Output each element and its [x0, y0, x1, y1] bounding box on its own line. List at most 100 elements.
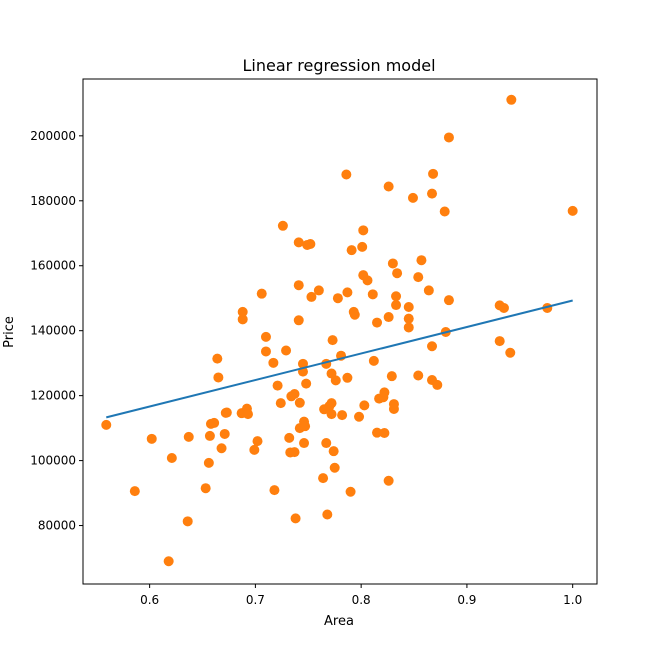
data-point — [252, 436, 263, 447]
data-point — [427, 341, 438, 352]
data-point — [337, 410, 348, 421]
data-point — [216, 443, 227, 454]
data-point — [383, 475, 394, 486]
data-point — [200, 483, 211, 494]
y-tick-label: 140000 — [30, 324, 76, 338]
y-axis-label: Price — [2, 316, 17, 348]
data-point — [294, 397, 305, 408]
data-point — [237, 314, 248, 325]
data-point — [305, 238, 316, 249]
data-point — [249, 444, 260, 455]
data-point — [413, 272, 424, 283]
data-point — [203, 457, 214, 468]
y-tick-label: 100000 — [30, 454, 76, 468]
data-point — [204, 430, 215, 441]
data-point — [322, 509, 333, 520]
data-point — [260, 331, 271, 342]
x-tick-label: 0.8 — [352, 593, 371, 607]
plot-frame — [82, 78, 598, 585]
data-point — [403, 301, 414, 312]
data-point — [129, 486, 140, 497]
data-point — [209, 417, 220, 428]
data-point — [293, 237, 304, 248]
data-point — [306, 291, 317, 302]
data-point — [293, 315, 304, 326]
data-point — [383, 181, 394, 192]
data-point — [386, 371, 397, 382]
data-point — [506, 94, 517, 105]
data-point — [379, 387, 390, 398]
data-point — [494, 336, 505, 347]
data-point — [326, 409, 337, 420]
data-point — [367, 289, 378, 300]
data-point — [219, 428, 230, 439]
data-point — [341, 169, 352, 180]
data-point — [498, 302, 509, 313]
data-point — [342, 372, 353, 383]
data-point — [268, 357, 279, 368]
data-point — [297, 358, 308, 369]
data-point — [349, 309, 360, 320]
data-point — [260, 346, 271, 357]
y-tick-label: 120000 — [30, 389, 76, 403]
data-point — [391, 300, 402, 311]
data-point — [289, 389, 300, 400]
data-point — [443, 132, 454, 143]
data-point — [383, 312, 394, 323]
data-point — [301, 378, 312, 389]
data-point — [439, 206, 450, 217]
data-point — [242, 409, 253, 420]
x-tick-label: 0.6 — [140, 593, 159, 607]
data-point — [289, 447, 300, 458]
data-point — [413, 370, 424, 381]
y-tick-label: 80000 — [38, 519, 76, 533]
data-point — [332, 293, 343, 304]
y-tick-label: 160000 — [30, 259, 76, 273]
data-point — [293, 280, 304, 291]
data-point — [328, 446, 339, 457]
data-point — [392, 268, 403, 279]
data-point — [166, 452, 177, 463]
data-point — [212, 353, 223, 364]
data-point — [330, 375, 341, 386]
data-point — [163, 556, 174, 567]
data-point — [428, 168, 439, 179]
data-point — [256, 288, 267, 299]
data-point — [182, 516, 193, 527]
data-point — [272, 380, 283, 391]
data-point — [407, 192, 418, 203]
data-point — [342, 287, 353, 298]
data-point — [372, 317, 383, 328]
x-axis-ticks: 0.6 0.7 0.8 0.9 1.0 — [140, 584, 582, 607]
data-point — [213, 372, 224, 383]
data-point — [345, 486, 356, 497]
x-tick-label: 1.0 — [563, 593, 582, 607]
data-point — [327, 335, 338, 346]
data-point — [300, 421, 311, 432]
data-point — [416, 255, 427, 266]
data-point — [269, 485, 280, 496]
data-point — [101, 419, 112, 430]
data-point — [275, 398, 286, 409]
data-point — [221, 407, 232, 418]
data-point — [146, 433, 157, 444]
data-point — [346, 245, 357, 256]
chart-title: Linear regression model — [242, 56, 435, 75]
plot-area — [101, 94, 578, 567]
data-point — [318, 473, 329, 484]
data-point — [432, 379, 443, 390]
y-axis-ticks: 80000 100000 120000 140000 160000 180000 20000… — [30, 129, 83, 533]
regression-line — [106, 299, 573, 419]
data-point — [505, 347, 516, 358]
x-tick-label: 0.9 — [457, 593, 476, 607]
data-point — [427, 188, 438, 199]
data-point — [423, 285, 434, 296]
data-point — [443, 295, 454, 306]
x-tick-label: 0.7 — [246, 593, 265, 607]
y-tick-label: 180000 — [30, 194, 76, 208]
data-point — [237, 306, 248, 317]
data-point — [379, 427, 390, 438]
data-point — [403, 313, 414, 324]
